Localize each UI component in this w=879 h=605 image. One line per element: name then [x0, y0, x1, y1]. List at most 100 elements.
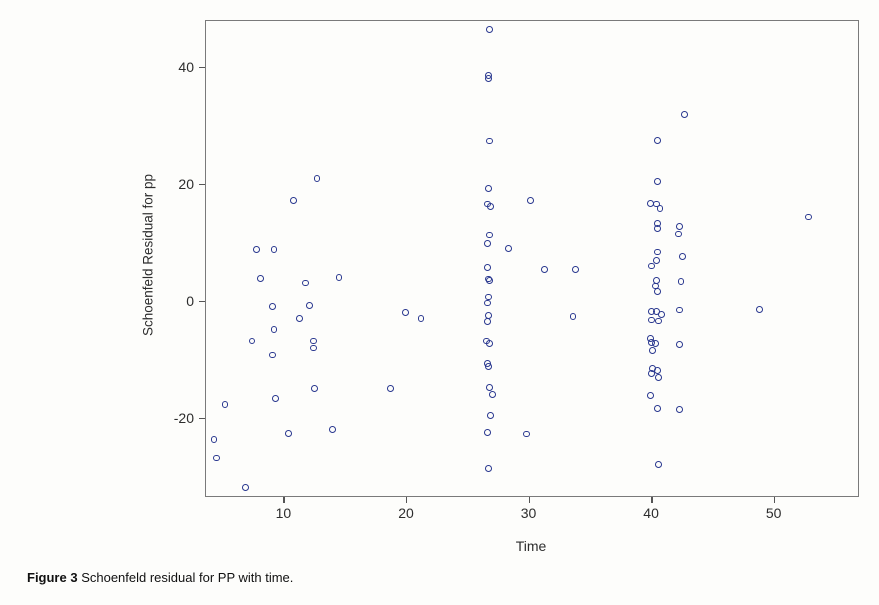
data-point	[485, 75, 492, 83]
data-point	[484, 263, 492, 271]
data-point	[569, 312, 577, 320]
data-point	[676, 223, 684, 231]
data-point	[676, 406, 684, 413]
data-point	[504, 245, 512, 252]
data-point	[485, 362, 492, 370]
data-point	[401, 309, 409, 317]
data-point	[485, 465, 492, 472]
data-point	[655, 317, 663, 325]
plot-area	[205, 20, 859, 497]
data-point	[523, 430, 530, 438]
data-point	[657, 311, 665, 319]
data-point	[675, 230, 682, 238]
data-point	[296, 314, 304, 322]
data-point	[653, 200, 660, 208]
data-point	[483, 239, 491, 247]
data-point	[270, 325, 278, 333]
data-point	[309, 337, 317, 345]
x-axis-tick	[528, 496, 531, 503]
data-point	[485, 277, 493, 285]
data-point	[210, 435, 218, 443]
data-point	[484, 299, 492, 307]
data-point	[290, 197, 298, 204]
data-point	[654, 366, 662, 374]
data-point	[649, 346, 657, 354]
x-axis-tick-label: 50	[765, 505, 782, 521]
data-point	[248, 337, 256, 345]
data-point	[285, 429, 293, 437]
data-point	[656, 205, 664, 213]
data-point	[655, 460, 663, 468]
y-axis-tick	[199, 300, 205, 303]
y-axis-tick	[199, 183, 205, 186]
data-point	[484, 318, 492, 326]
data-point	[653, 307, 660, 315]
data-point	[486, 411, 494, 419]
data-point	[329, 425, 337, 433]
data-point	[676, 306, 684, 314]
data-point	[654, 225, 662, 233]
x-axis-tick	[773, 496, 776, 503]
data-point	[755, 305, 763, 313]
data-point	[213, 454, 220, 462]
data-point	[651, 339, 659, 347]
data-point	[654, 178, 662, 186]
data-point	[306, 302, 313, 310]
x-axis-tick-label: 40	[643, 505, 659, 521]
data-point	[676, 341, 684, 348]
data-point	[572, 266, 579, 273]
data-point	[311, 384, 318, 392]
data-point	[485, 184, 492, 192]
data-point	[242, 483, 250, 491]
data-point	[271, 394, 279, 402]
data-point	[269, 351, 277, 359]
data-point	[269, 303, 277, 310]
x-axis-tick-label: 30	[520, 505, 537, 521]
data-point	[804, 213, 812, 221]
x-axis-tick	[405, 496, 408, 503]
data-point	[526, 197, 534, 204]
data-point	[309, 344, 317, 352]
data-point	[648, 370, 655, 378]
y-axis-tick	[199, 417, 205, 420]
data-point	[654, 248, 662, 256]
data-point	[302, 279, 310, 287]
y-axis-tick-label: 20	[178, 175, 194, 192]
data-point	[257, 274, 264, 282]
data-point	[486, 340, 494, 348]
data-point	[417, 314, 425, 322]
data-point	[221, 401, 229, 409]
data-point	[646, 391, 654, 399]
data-point	[486, 231, 494, 239]
y-axis-title: Schoenfeld Residual for pp	[140, 173, 156, 337]
data-point	[483, 428, 491, 436]
x-axis-title: Time	[515, 538, 547, 554]
y-axis-tick	[199, 66, 205, 69]
data-point	[489, 390, 497, 398]
x-axis-tick	[283, 496, 285, 503]
x-axis-tick-label: 20	[398, 505, 414, 521]
x-axis-tick	[651, 496, 653, 503]
data-point	[648, 262, 655, 270]
data-point	[335, 273, 343, 281]
data-point	[655, 373, 663, 381]
data-point	[654, 404, 662, 412]
figure-caption-label: Figure 3	[27, 570, 78, 585]
data-point	[486, 383, 494, 391]
y-axis-tick-label: 0	[186, 292, 194, 309]
data-point	[485, 137, 493, 145]
data-point	[678, 252, 686, 260]
data-point	[541, 266, 549, 273]
figure-caption-text: Schoenfeld residual for PP with time.	[77, 570, 294, 585]
data-point	[654, 136, 662, 144]
data-point	[681, 111, 688, 118]
data-point	[653, 256, 660, 264]
x-axis-tick-label: 10	[275, 505, 292, 521]
data-point	[387, 384, 394, 392]
data-point	[485, 311, 492, 319]
data-point	[677, 278, 685, 286]
data-point	[270, 245, 278, 253]
y-axis-tick-label: -20	[173, 409, 194, 426]
data-point	[253, 245, 261, 253]
